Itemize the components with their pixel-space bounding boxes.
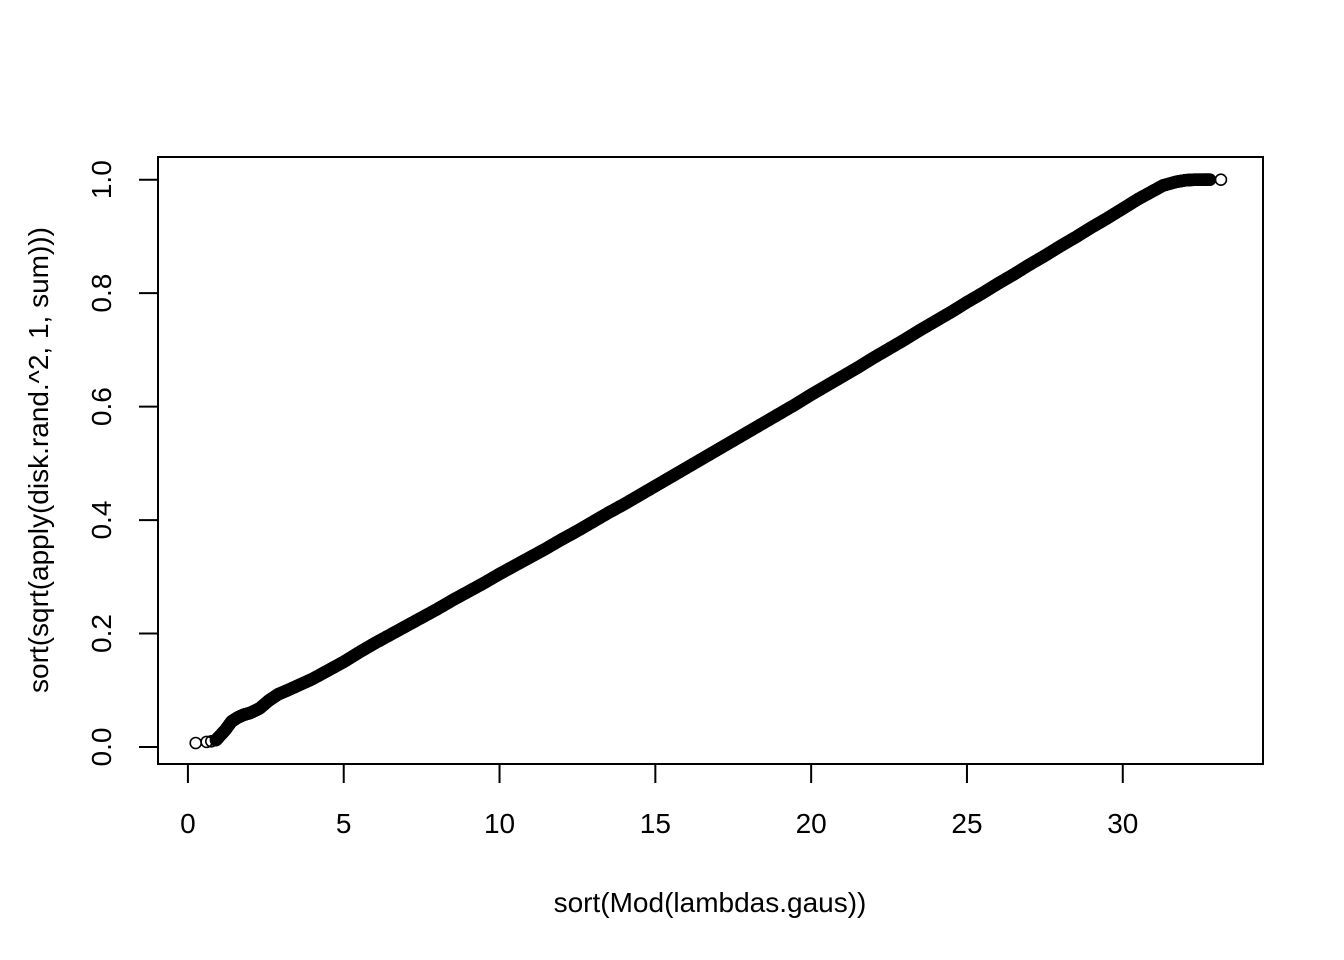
x-axis: 0 5 10 15 20 25 30 [180,763,1138,839]
x-tick-label: 20 [796,808,827,839]
x-tick-label: 5 [336,808,352,839]
y-axis: 0.0 0.2 0.4 0.6 0.8 1.0 [86,160,159,767]
y-tick-label: 0.0 [86,728,117,767]
x-tick-label: 0 [180,808,196,839]
x-axis-title: sort(Mod(lambdas.gaus)) [554,887,867,918]
x-tick-label: 15 [640,808,671,839]
y-tick-label: 1.0 [86,160,117,199]
x-tick-label: 10 [484,808,515,839]
x-tick-label: 25 [951,808,982,839]
y-tick-label: 0.6 [86,387,117,426]
points-layer [189,173,1228,750]
data-point [1214,173,1228,186]
y-tick-label: 0.8 [86,274,117,313]
y-tick-label: 0.2 [86,614,117,653]
y-axis-title: sort(sqrt(apply(disk.rand.^2, 1, sum))) [23,227,54,693]
x-tick-label: 30 [1107,808,1138,839]
y-tick-label: 0.4 [86,501,117,540]
